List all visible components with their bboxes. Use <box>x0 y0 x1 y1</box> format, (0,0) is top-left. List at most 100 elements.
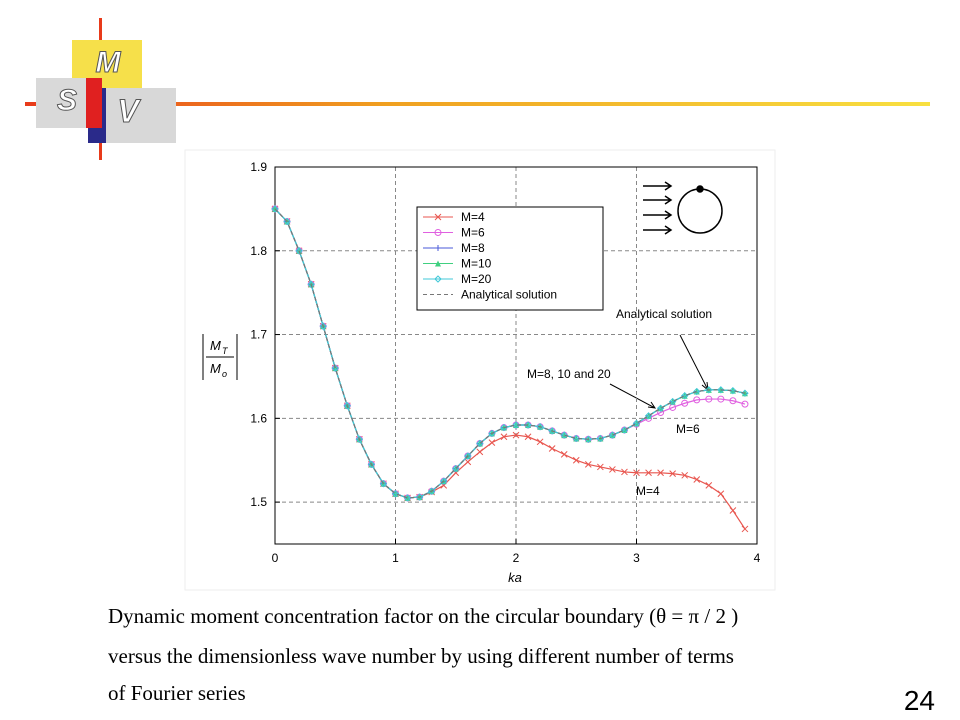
marker <box>572 456 580 464</box>
marker <box>621 468 628 476</box>
marker <box>464 458 472 466</box>
marker <box>355 435 364 443</box>
y-label-rules <box>202 334 238 380</box>
caption: of Fourier series <box>108 681 246 705</box>
marker <box>609 466 616 473</box>
x-tick-label: 2 <box>513 551 520 565</box>
marker <box>488 439 496 446</box>
legend-label: M=4 <box>461 210 485 224</box>
marker <box>283 217 291 226</box>
header-line <box>25 102 930 106</box>
legend-label: M=6 <box>461 226 485 240</box>
marker <box>512 421 520 429</box>
marker <box>379 479 388 488</box>
marker <box>669 470 677 477</box>
caption: Dynamic moment concentration factor on t… <box>108 604 739 628</box>
marker <box>681 471 689 479</box>
series <box>271 205 749 502</box>
marker <box>705 482 713 489</box>
marker <box>439 477 448 485</box>
marker <box>524 433 532 441</box>
marker <box>271 205 279 213</box>
y-label-bottom: M <box>210 361 221 376</box>
logo-box <box>86 78 102 128</box>
annotation: M=6 <box>676 422 700 436</box>
legend-label: M=8 <box>461 241 485 255</box>
y-tick-label: 1.5 <box>250 495 267 509</box>
marker <box>548 427 556 435</box>
marker <box>717 395 725 403</box>
marker <box>633 469 640 477</box>
y-tick-label: 1.6 <box>250 411 267 425</box>
legend-label: M=10 <box>461 257 492 271</box>
y-tick-label: 1.7 <box>250 328 267 342</box>
page-number: 24 <box>904 685 935 716</box>
annotation: M=4 <box>636 484 660 498</box>
marker <box>645 469 652 477</box>
marker <box>452 464 460 473</box>
y-label-sub: T <box>222 346 229 356</box>
marker <box>717 490 725 498</box>
marker <box>464 452 472 460</box>
marker <box>434 275 442 283</box>
marker <box>434 213 442 221</box>
x-tick-label: 0 <box>272 551 279 565</box>
logo-letter: M <box>96 46 122 79</box>
marker <box>693 387 701 396</box>
marker <box>415 493 424 501</box>
marker <box>536 423 544 431</box>
legend-box <box>416 206 604 311</box>
marker <box>435 260 441 267</box>
marker <box>295 247 303 255</box>
marker <box>729 507 737 514</box>
marker <box>717 386 725 394</box>
marker <box>435 245 441 251</box>
x-tick-label: 4 <box>754 551 761 565</box>
y-axis-label: M T M o <box>202 334 238 380</box>
y-label-top: M <box>210 338 221 353</box>
marker <box>657 469 664 477</box>
legend-label: Analytical solution <box>461 288 557 302</box>
marker <box>596 463 604 471</box>
marker <box>729 397 737 405</box>
marker <box>584 435 593 443</box>
marker <box>512 431 520 439</box>
y-label-sub: o <box>222 369 227 379</box>
marker <box>343 402 352 410</box>
marker <box>319 322 327 330</box>
marker <box>500 433 508 441</box>
series-line <box>274 208 746 499</box>
y-tick-label: 1.8 <box>250 244 267 258</box>
marker <box>705 395 713 403</box>
marker <box>705 386 713 394</box>
marker <box>536 438 544 446</box>
marker <box>681 399 689 407</box>
legend-label: M=20 <box>461 272 492 286</box>
annotation: M=8, 10 and 20 <box>527 367 611 381</box>
logo-letter: V <box>117 93 141 129</box>
inset-icon <box>643 181 723 235</box>
marker <box>476 448 484 456</box>
marker <box>741 400 749 408</box>
x-axis-label: ka <box>508 570 522 585</box>
y-tick-label: 1.9 <box>250 160 267 174</box>
marker <box>548 445 556 452</box>
marker <box>331 364 339 372</box>
x-tick-label: 3 <box>633 551 640 565</box>
marker <box>560 451 568 458</box>
marker <box>524 421 532 429</box>
marker <box>560 431 568 439</box>
x-tick-label: 1 <box>392 551 399 565</box>
marker <box>367 460 376 469</box>
marker <box>693 396 701 404</box>
annotation: Analytical solution <box>616 307 712 321</box>
marker <box>729 386 737 395</box>
caption: versus the dimensionless wave number by … <box>108 644 734 668</box>
marker <box>693 476 701 483</box>
marker <box>741 525 749 533</box>
marker <box>584 461 592 468</box>
plot-frame <box>274 166 758 545</box>
